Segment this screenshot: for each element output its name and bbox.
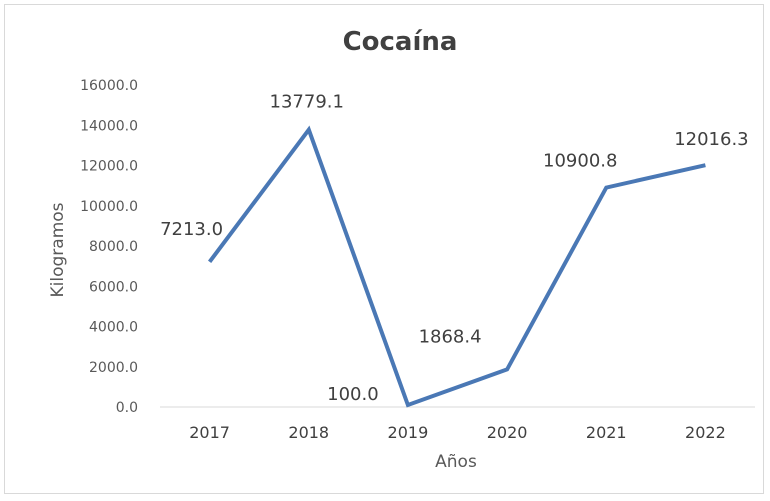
y-tick-label: 10000.0 [80, 199, 138, 215]
y-axis-ticks: 0.0 2000.0 4000.0 6000.0 8000.0 10000.0 12000.… [80, 78, 138, 416]
line-chart: Cocaína Kilogramos Años 0.0 2000.0 4000.0 6… [48, 27, 755, 472]
y-tick-label: 16000.0 [80, 78, 138, 94]
y-axis-title: Kilogramos [48, 202, 68, 297]
x-tick-label: 2017 [189, 423, 230, 442]
y-tick-label: 0.0 [116, 400, 138, 416]
data-label: 1868.4 [419, 326, 482, 347]
data-label: 12016.3 [674, 129, 748, 150]
x-tick-label: 2021 [586, 423, 627, 442]
y-tick-label: 2000.0 [89, 360, 138, 376]
x-tick-label: 2020 [487, 423, 528, 442]
x-tick-label: 2022 [685, 423, 726, 442]
x-axis-ticks: 2017 2018 2019 2020 2021 2022 [189, 423, 726, 442]
x-tick-label: 2018 [288, 423, 329, 442]
data-label: 100.0 [327, 384, 379, 405]
y-tick-label: 12000.0 [80, 159, 138, 175]
data-labels: 7213.0 13779.1 100.0 1868.4 10900.8 12016.3 [160, 92, 749, 405]
chart-title: Cocaína [343, 27, 458, 57]
y-tick-label: 4000.0 [89, 320, 138, 336]
y-tick-label: 8000.0 [89, 239, 138, 255]
data-label: 7213.0 [160, 219, 223, 240]
data-label: 10900.8 [543, 151, 617, 172]
chart-frame: Cocaína Kilogramos Años 0.0 2000.0 4000.0 6… [4, 4, 764, 494]
series-line [208, 125, 706, 408]
x-tick-label: 2019 [388, 423, 429, 442]
data-label: 13779.1 [270, 92, 344, 113]
y-tick-label: 14000.0 [80, 118, 138, 134]
x-axis-title: Años [435, 452, 477, 472]
y-tick-label: 6000.0 [89, 279, 138, 295]
